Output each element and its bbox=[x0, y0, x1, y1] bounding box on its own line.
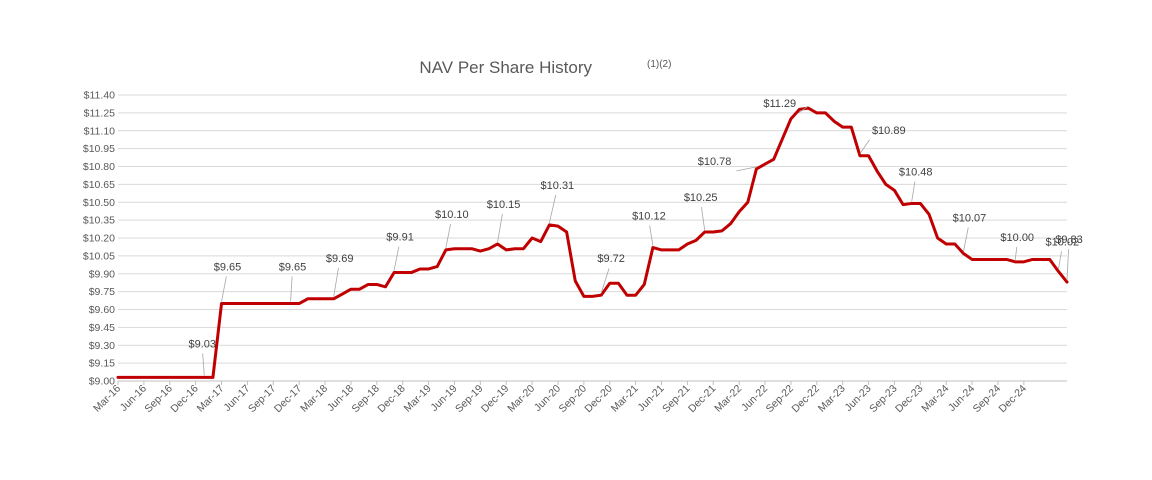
data-label-leader bbox=[859, 139, 870, 155]
data-label-leader bbox=[1066, 249, 1069, 281]
data-label: $9.91 bbox=[386, 232, 414, 244]
data-label: $10.78 bbox=[698, 156, 732, 168]
x-tick-label: Sep-18 bbox=[350, 383, 383, 416]
data-label-leader bbox=[445, 223, 452, 248]
x-tick-label: Dec-19 bbox=[479, 383, 512, 416]
y-axis: $9.00 $9.15 $9.30 $9.45 $9.60 $9.75 $9.90 $10.0… bbox=[83, 90, 115, 388]
x-tick-label: Dec-24 bbox=[997, 383, 1030, 416]
data-label: $9.72 bbox=[597, 253, 625, 265]
x-tick-label: Mar-22 bbox=[712, 383, 744, 415]
data-label-leader bbox=[333, 267, 339, 297]
y-tick-label: $9.75 bbox=[89, 286, 115, 298]
data-label: $10.15 bbox=[487, 199, 521, 211]
y-tick-label: $9.90 bbox=[89, 268, 115, 280]
y-tick-label: $9.45 bbox=[89, 322, 115, 334]
y-tick-label: $9.00 bbox=[89, 376, 115, 388]
x-tick-label: Mar-21 bbox=[609, 383, 641, 415]
data-label: $9.03 bbox=[189, 338, 217, 350]
x-tick-label: Sep-20 bbox=[557, 383, 590, 416]
data-label-leader bbox=[600, 268, 610, 294]
y-tick-label: $9.60 bbox=[89, 304, 115, 316]
data-label-leader bbox=[911, 181, 916, 202]
data-label: $9.83 bbox=[1055, 234, 1083, 246]
data-label-leader bbox=[736, 166, 757, 172]
x-tick-label: Sep-16 bbox=[142, 383, 175, 416]
y-tick-label: $10.95 bbox=[83, 143, 115, 155]
x-tick-label: Mar-19 bbox=[402, 383, 434, 415]
x-tick-label: Mar-20 bbox=[505, 383, 537, 415]
gridlines bbox=[118, 94, 1067, 382]
data-label: $10.10 bbox=[435, 209, 469, 221]
x-tick-label: Sep-17 bbox=[246, 383, 279, 416]
x-tick-label: Sep-19 bbox=[453, 383, 486, 416]
data-label: $10.07 bbox=[953, 212, 987, 224]
chart-title: NAV Per Share History bbox=[419, 58, 592, 77]
data-label-leader bbox=[548, 194, 557, 223]
data-label-leader bbox=[290, 276, 293, 302]
data-label-leader bbox=[1014, 246, 1018, 260]
data-label: $10.25 bbox=[684, 192, 718, 204]
x-tick-label: Mar-24 bbox=[919, 383, 951, 415]
data-label-leader bbox=[649, 225, 654, 246]
x-axis: Mar-16Jun-16Sep-16Dec-16Mar-17Jun-17Sep-… bbox=[91, 381, 1029, 415]
data-label: $11.29 bbox=[763, 98, 796, 110]
data-label: $9.65 bbox=[279, 262, 307, 274]
data-label: $10.02 bbox=[1046, 236, 1080, 248]
data-label: $9.65 bbox=[214, 262, 242, 274]
y-tick-label: $10.20 bbox=[83, 233, 115, 245]
data-label: $10.89 bbox=[872, 125, 906, 137]
data-label-leader bbox=[202, 353, 205, 376]
y-tick-label: $10.05 bbox=[83, 250, 115, 262]
chart-title-superscript: (1)(2) bbox=[647, 59, 671, 70]
data-label-leader bbox=[701, 206, 706, 231]
x-tick-label: Dec-22 bbox=[790, 383, 823, 416]
series-line-nav-per-share bbox=[116, 106, 1069, 379]
y-tick-label: $11.40 bbox=[84, 90, 115, 102]
data-label: $10.00 bbox=[1000, 232, 1034, 244]
data-label: $10.48 bbox=[899, 166, 933, 178]
series-layer bbox=[116, 106, 1069, 379]
data-label: $9.69 bbox=[326, 253, 354, 265]
y-tick-label: $11.10 bbox=[84, 125, 115, 137]
data-label-leader bbox=[221, 276, 227, 302]
y-tick-label: $10.35 bbox=[83, 215, 115, 227]
data-labels: $9.03 $9.65 $9.65 $9.69 $9.91 $10.10 $10.15 $10… bbox=[189, 98, 1083, 376]
x-tick-label: Sep-22 bbox=[764, 383, 797, 416]
x-tick-label: Sep-24 bbox=[971, 383, 1004, 416]
y-tick-label: $9.30 bbox=[89, 340, 115, 352]
x-tick-label: Dec-17 bbox=[272, 383, 305, 416]
y-tick-label: $11.25 bbox=[84, 107, 115, 119]
data-label: $10.31 bbox=[541, 180, 575, 192]
x-tick-label: Mar-18 bbox=[298, 383, 330, 415]
data-label-leader bbox=[798, 105, 809, 114]
x-tick-label: Dec-16 bbox=[168, 383, 201, 416]
data-label-leader bbox=[497, 213, 503, 243]
y-tick-label: $9.15 bbox=[89, 358, 115, 370]
x-tick-label: Dec-23 bbox=[893, 383, 926, 416]
y-tick-label: $10.80 bbox=[83, 161, 115, 173]
x-tick-label: Dec-21 bbox=[686, 383, 719, 416]
data-label-leader bbox=[963, 227, 969, 252]
x-tick-label: Dec-18 bbox=[375, 383, 408, 416]
x-tick-label: Sep-21 bbox=[660, 383, 693, 416]
data-label: $10.12 bbox=[632, 211, 666, 223]
y-tick-label: $10.65 bbox=[83, 179, 115, 191]
y-tick-label: $10.50 bbox=[83, 197, 115, 209]
data-label-leader bbox=[393, 246, 400, 271]
x-tick-label: Sep-23 bbox=[867, 383, 900, 416]
data-label-leader bbox=[1057, 251, 1062, 270]
x-tick-label: Mar-23 bbox=[816, 383, 848, 415]
x-tick-label: Mar-17 bbox=[195, 383, 227, 415]
x-tick-label: Dec-20 bbox=[582, 383, 615, 416]
